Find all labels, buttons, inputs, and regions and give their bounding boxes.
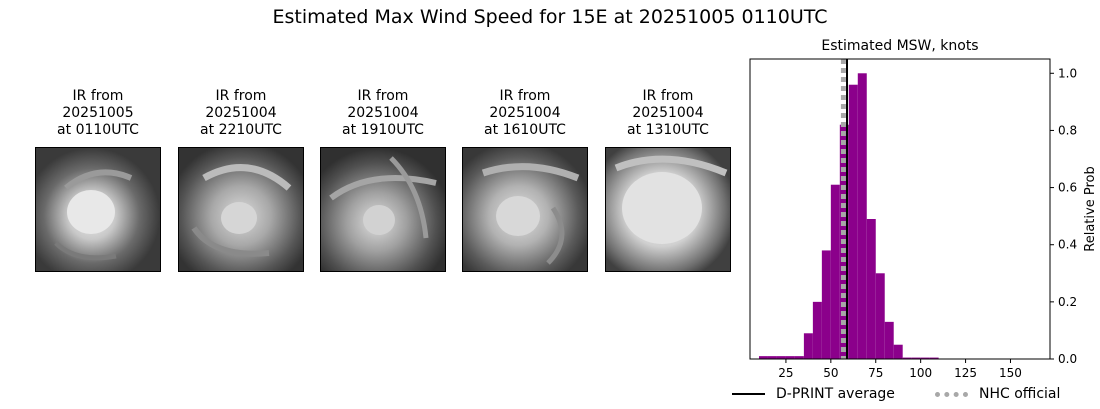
legend-label-nhc: NHC official — [979, 386, 1061, 402]
legend-solid-line-swatch — [732, 393, 765, 395]
ir-caption: IR from 20251004 at 1610UTC — [484, 88, 566, 138]
ir-panel-2: IR from 20251004 at 2210UTC — [178, 88, 304, 272]
ir-satellite-image — [462, 147, 588, 272]
legend-item-nhc: NHC official — [935, 386, 1060, 402]
x-axis-ticks: 25 50 75 100 125 150 — [778, 359, 1022, 380]
y-axis-ticks: 0.0 0.2 0.4 0.6 0.8 1.0 — [1050, 66, 1077, 366]
histogram-bar — [767, 356, 777, 359]
histogram-bar — [830, 184, 840, 359]
y-tick-label: 1.0 — [1058, 66, 1077, 80]
x-tick-label: 100 — [909, 366, 932, 380]
histogram-bar — [821, 250, 831, 359]
y-tick-label: 0.6 — [1058, 181, 1077, 195]
histogram-bar — [794, 356, 804, 359]
histogram-bar — [812, 301, 822, 359]
y-tick-label: 0.4 — [1058, 238, 1077, 252]
ir-satellite-image — [178, 147, 304, 272]
histogram-bar — [893, 344, 903, 359]
y-axis-label: Relative Prob — [1083, 166, 1098, 251]
ir-satellite-image — [35, 147, 161, 272]
histogram-bar — [758, 356, 768, 359]
ir-satellite-image — [605, 147, 731, 272]
ir-satellite-image — [320, 147, 446, 272]
histogram-bar — [929, 357, 939, 359]
legend-label-dprint: D-PRINT average — [776, 386, 895, 402]
histogram-bar — [848, 84, 858, 359]
ir-caption: IR from 20251004 at 1910UTC — [342, 88, 424, 138]
histogram-bar — [875, 273, 885, 359]
y-tick-label: 0.2 — [1058, 295, 1077, 309]
ir-caption: IR from 20251005 at 0110UTC — [57, 88, 139, 138]
x-tick-label: 25 — [778, 366, 793, 380]
histogram-bar — [785, 356, 795, 359]
legend-dotted-line-swatch — [935, 391, 968, 397]
y-tick-label: 0.0 — [1058, 352, 1077, 366]
x-tick-label: 50 — [823, 366, 838, 380]
msw-histogram-chart: Estimated MSW, knots 25 50 75 100 125 150 0.0… — [749, 38, 1098, 380]
ir-caption: IR from 20251004 at 2210UTC — [200, 88, 282, 138]
histogram-bars — [758, 73, 939, 360]
histogram-bar — [866, 219, 876, 359]
histogram-bar — [776, 356, 786, 359]
ir-panel-1: IR from 20251005 at 0110UTC — [35, 88, 161, 272]
reference-lines — [840, 59, 849, 359]
ir-panel-3: IR from 20251004 at 1910UTC — [320, 88, 446, 272]
chart-title: Estimated MSW, knots — [821, 38, 978, 54]
histogram-bar — [857, 73, 867, 360]
histogram-bar — [803, 333, 813, 359]
histogram-bar — [902, 357, 912, 359]
legend-item-dprint: D-PRINT average — [732, 386, 895, 402]
x-tick-label: 75 — [868, 366, 883, 380]
x-tick-label: 125 — [954, 366, 977, 380]
ir-panel-5: IR from 20251004 at 1310UTC — [605, 88, 731, 272]
figure-title: Estimated Max Wind Speed for 15E at 2025… — [272, 6, 828, 28]
y-tick-label: 0.8 — [1058, 123, 1077, 137]
histogram-bar — [884, 321, 894, 359]
ir-caption: IR from 20251004 at 1310UTC — [627, 88, 709, 138]
ir-panel-4: IR from 20251004 at 1610UTC — [462, 88, 588, 272]
x-tick-label: 150 — [999, 366, 1022, 380]
plot-frame — [749, 58, 1051, 360]
histogram-bar — [920, 357, 930, 359]
histogram-bar — [911, 357, 921, 359]
